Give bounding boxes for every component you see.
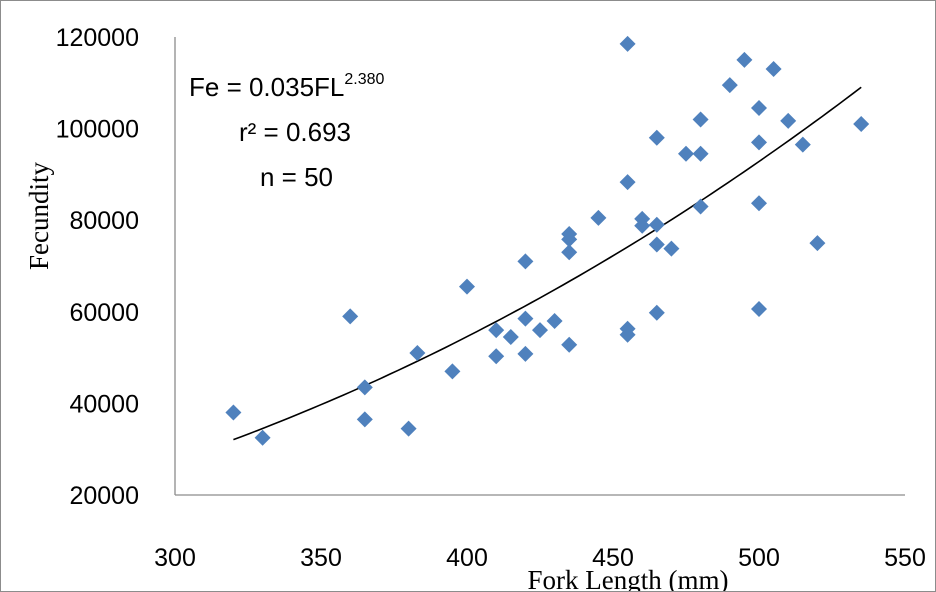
data-point bbox=[648, 236, 665, 253]
power-trendline bbox=[233, 86, 862, 441]
data-point bbox=[721, 77, 738, 94]
data-point bbox=[853, 116, 870, 133]
x-tick-label: 550 bbox=[884, 544, 926, 572]
data-point bbox=[751, 301, 767, 318]
y-tick-label: 60000 bbox=[69, 299, 139, 327]
x-tick-label: 350 bbox=[300, 544, 342, 572]
y-tick-label: 20000 bbox=[69, 482, 139, 510]
data-point bbox=[546, 312, 563, 329]
data-point bbox=[619, 174, 636, 191]
y-axis-title: Fecundity bbox=[24, 162, 54, 270]
data-point bbox=[342, 308, 359, 325]
data-point bbox=[517, 253, 534, 270]
data-point bbox=[692, 145, 709, 162]
data-point bbox=[619, 326, 636, 343]
sample-size-label: n = 50 bbox=[260, 162, 333, 192]
data-point bbox=[488, 348, 505, 365]
data-point bbox=[590, 209, 607, 226]
data-point bbox=[751, 99, 767, 116]
data-point bbox=[692, 111, 709, 128]
data-point bbox=[356, 411, 373, 428]
y-tick-label: 120000 bbox=[56, 24, 139, 52]
data-point bbox=[459, 278, 475, 295]
equation-exponent: 2.380 bbox=[344, 71, 384, 88]
axes bbox=[174, 37, 905, 496]
data-point bbox=[765, 61, 782, 78]
data-point bbox=[517, 310, 534, 327]
x-tick-label: 300 bbox=[154, 544, 196, 572]
data-point bbox=[517, 345, 534, 362]
x-axis-title: Fork Length (mm) bbox=[528, 565, 729, 591]
data-point bbox=[648, 304, 665, 321]
data-point bbox=[356, 379, 373, 396]
data-point bbox=[444, 363, 461, 380]
data-point bbox=[561, 244, 578, 261]
x-tick-label: 400 bbox=[446, 544, 488, 572]
data-point bbox=[561, 336, 578, 353]
data-point bbox=[809, 235, 826, 252]
data-point bbox=[634, 217, 651, 234]
data-point bbox=[736, 51, 753, 68]
data-point bbox=[751, 134, 767, 151]
data-point bbox=[488, 322, 505, 339]
data-point bbox=[532, 322, 548, 339]
y-tick-labels: 20000 40000 60000 80000 100000 120000 bbox=[56, 24, 139, 510]
data-point bbox=[751, 195, 767, 212]
data-point bbox=[780, 112, 797, 129]
x-tick-label: 500 bbox=[738, 544, 780, 572]
data-point bbox=[225, 404, 242, 421]
x-tick-label: 450 bbox=[592, 544, 634, 572]
data-point bbox=[648, 216, 665, 233]
data-point bbox=[400, 420, 417, 437]
y-tick-label: 80000 bbox=[69, 207, 139, 235]
data-point bbox=[663, 240, 680, 257]
equation-label: Fe = 0.035FL2.380 bbox=[189, 71, 385, 102]
data-point bbox=[502, 328, 519, 345]
data-point bbox=[794, 136, 811, 153]
data-point bbox=[648, 129, 665, 146]
data-point bbox=[619, 35, 636, 52]
data-point bbox=[692, 198, 709, 215]
y-tick-label: 40000 bbox=[69, 390, 139, 418]
data-point bbox=[678, 145, 694, 162]
data-point bbox=[561, 231, 578, 248]
r-squared-label: r² = 0.693 bbox=[239, 117, 351, 147]
data-points bbox=[225, 35, 870, 446]
data-point bbox=[409, 345, 426, 362]
y-tick-label: 100000 bbox=[56, 116, 139, 144]
data-point bbox=[254, 429, 271, 446]
x-tick-labels: 300 350 400 450 500 550 bbox=[154, 544, 926, 572]
